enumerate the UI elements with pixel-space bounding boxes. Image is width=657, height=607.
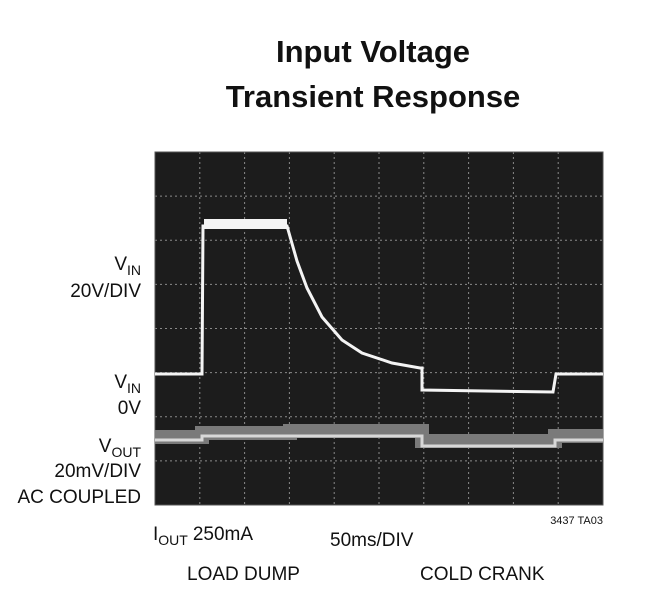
symbol: V (114, 254, 127, 275)
subscript: OUT (158, 532, 188, 548)
vin-label: VIN (114, 372, 141, 396)
figure-id: 3437 TA03 (550, 515, 603, 527)
symbol: V (114, 372, 127, 393)
graticule (155, 152, 603, 505)
subscript: IN (127, 380, 141, 396)
title-line: Input Voltage (276, 34, 470, 69)
title-line: Transient Response (226, 79, 521, 114)
vout-coupling: AC COUPLED (17, 487, 141, 508)
timebase: 50ms/DIV (330, 530, 414, 551)
event-label: COLD CRANK (420, 564, 545, 585)
vout-trace (155, 434, 603, 448)
iout-label: IOUT 250mA (153, 524, 253, 548)
screen-border (154, 151, 604, 506)
vin-zero: 0V (118, 398, 142, 419)
vin-scale: 20V/DIV (70, 281, 141, 302)
vout-scale: 20mV/DIV (54, 461, 141, 482)
vin-label: VIN (114, 254, 141, 278)
vout-label: VOUT (99, 436, 142, 460)
subscript: IN (127, 262, 141, 278)
symbol: I (153, 524, 158, 545)
symbol: V (99, 436, 112, 457)
scope-screen (154, 151, 604, 506)
iout-value: 250mA (193, 524, 254, 545)
vin-load-dump-plateau (204, 219, 287, 229)
event-label: LOAD DUMP (187, 564, 300, 585)
subscript: OUT (111, 444, 141, 460)
